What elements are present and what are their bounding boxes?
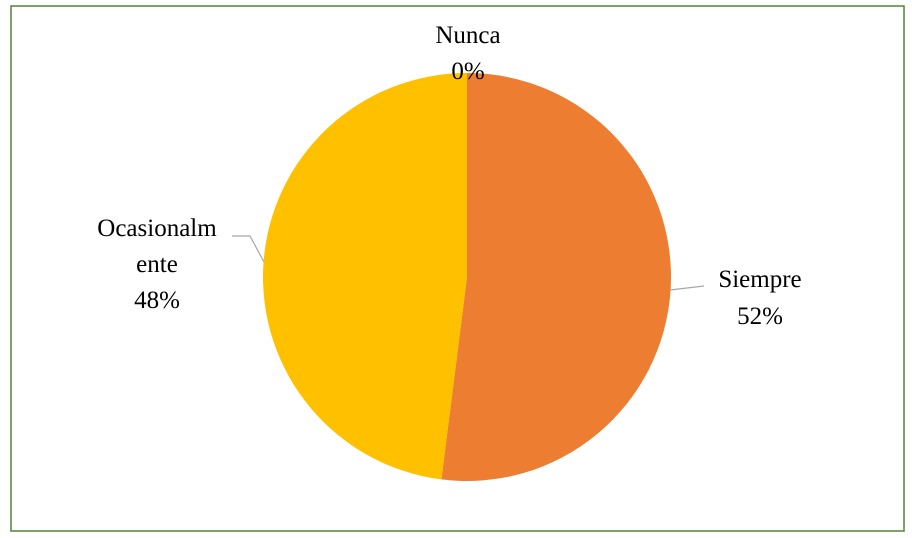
data-label-siempre-percent: 52% bbox=[737, 303, 783, 330]
pie-slices bbox=[262, 73, 671, 481]
chart-border bbox=[10, 5, 905, 532]
leader-lines bbox=[232, 235, 705, 291]
data-label-ocasionalmente-percent: 48% bbox=[134, 287, 180, 314]
data-label-nunca-name: Nunca bbox=[435, 22, 500, 49]
data-label-nunca-percent: 0% bbox=[451, 58, 484, 85]
data-label-ocasionalmente-name-part1: Ocasionalm bbox=[97, 215, 217, 242]
pie-slice-ocasionalmente bbox=[262, 73, 467, 480]
leader-line-siempre bbox=[669, 285, 705, 291]
data-label-ocasionalmente-name-part2: ente bbox=[136, 251, 178, 278]
data-label-siempre-name: Siempre bbox=[718, 266, 801, 293]
leader-line-ocasionalmente bbox=[232, 235, 265, 263]
pie-slice-siempre bbox=[441, 73, 671, 481]
